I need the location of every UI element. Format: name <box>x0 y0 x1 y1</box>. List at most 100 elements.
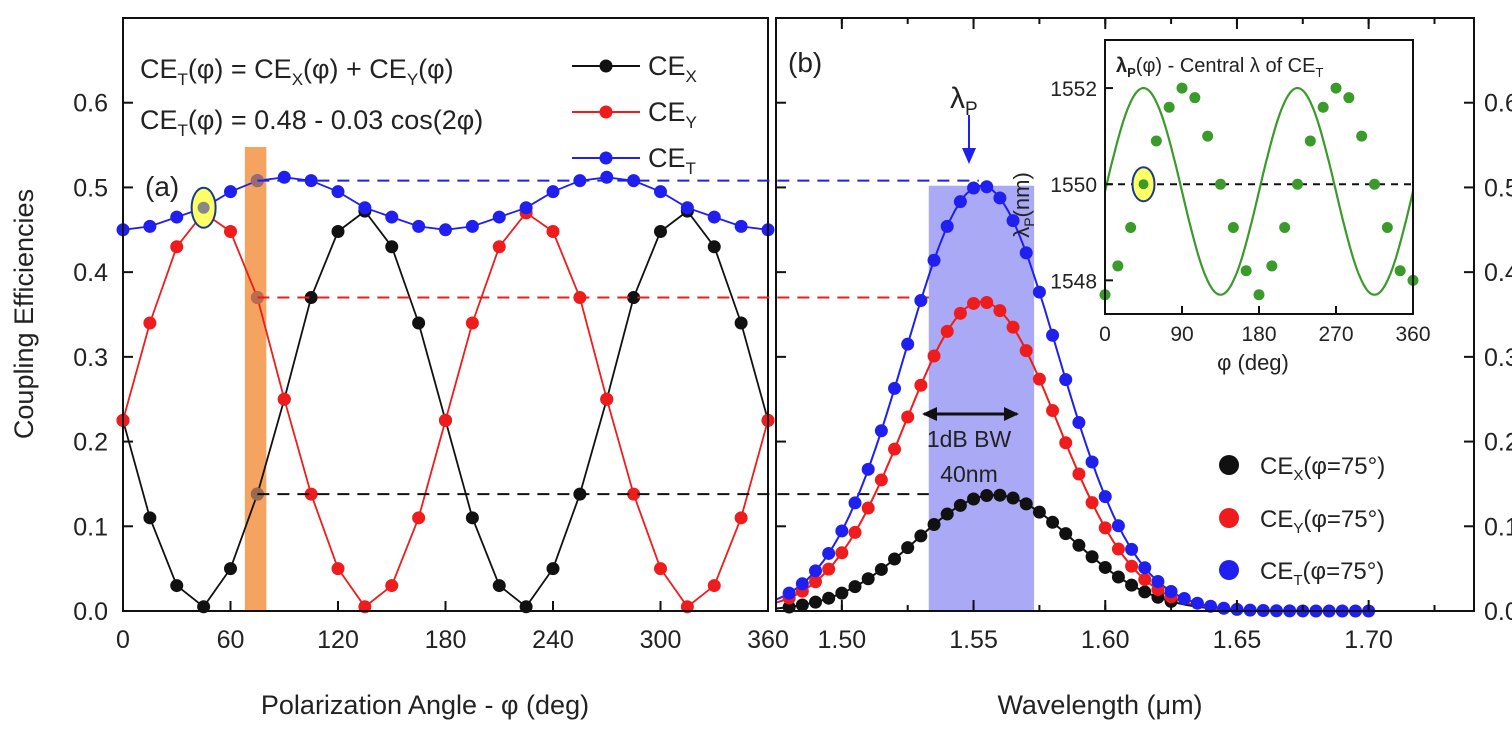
point-ce-x <box>734 316 748 330</box>
point-ce-y <box>304 487 318 501</box>
inset-point <box>1266 260 1278 272</box>
point-b-blue <box>1019 246 1033 260</box>
point-ce-x <box>465 511 479 525</box>
point-ce-y <box>143 316 157 330</box>
inset-point <box>1381 221 1393 233</box>
point-b-black <box>1125 578 1139 592</box>
point-b-black <box>953 498 967 512</box>
point-b-black <box>1032 505 1046 519</box>
point-b-black <box>822 591 836 605</box>
a-xtick-label: 300 <box>640 626 682 654</box>
point-b-black <box>1098 560 1112 574</box>
point-ce-x <box>412 316 426 330</box>
point-ce-t <box>707 210 721 224</box>
point-b-black <box>967 492 981 506</box>
legend-label-cet: CET <box>648 143 696 178</box>
inset-point <box>1330 82 1342 94</box>
a-ytick-label: 0.1 <box>73 513 108 541</box>
point-ce-t <box>654 185 667 199</box>
panel-b: 1.50 1.55 1.60 1.65 1.70 0.0 0.1 0.2 0.3 0.4 0.5 0.… <box>775 17 1512 720</box>
point-b-blue <box>953 195 967 209</box>
point-ce-y <box>654 562 667 576</box>
inset-ytick-label: 1552 <box>1050 78 1097 101</box>
point-ce-y <box>546 224 560 238</box>
equation-fit: CET(φ) = 0.48 - 0.03 cos(2φ) <box>140 105 483 140</box>
peak-annotation: λP <box>950 82 978 164</box>
point-b-blue <box>1177 591 1191 605</box>
point-b-black <box>795 598 809 612</box>
point-ce-t <box>224 185 237 199</box>
point-b-red <box>1059 436 1073 450</box>
point-b-black <box>861 572 875 586</box>
point-ce-t <box>358 201 372 215</box>
legend-marker-cex <box>599 59 613 73</box>
point-ce-x <box>304 291 318 305</box>
inset-point <box>1189 92 1201 104</box>
point-b-blue <box>980 180 994 194</box>
guide-lines <box>257 179 995 496</box>
point-ce-t <box>680 201 694 215</box>
a-xtick-label: 240 <box>532 626 574 654</box>
point-ce-y <box>465 316 479 330</box>
point-b-blue <box>1111 519 1125 533</box>
point-ce-y <box>412 511 426 525</box>
point-b-blue <box>835 524 849 538</box>
inset-point <box>1394 265 1406 277</box>
panel-a-label: (a) <box>145 171 179 202</box>
point-ce-y <box>600 392 614 406</box>
point-ce-t <box>277 170 291 184</box>
point-b-red <box>1006 320 1020 334</box>
inset-point <box>1317 101 1329 113</box>
legend-marker-b-cex <box>1219 455 1239 475</box>
panel-b-legend: CEX(φ=75°) CEY(φ=75°) CET(φ=75°) <box>1219 453 1385 589</box>
point-ce-y <box>224 224 237 238</box>
point-ce-y <box>331 562 345 576</box>
point-ce-x <box>143 511 157 525</box>
point-ce-y <box>707 579 721 593</box>
point-b-black <box>888 552 902 566</box>
point-ce-t <box>627 174 641 188</box>
point-ce-y <box>627 487 641 501</box>
point-b-red <box>888 442 902 456</box>
inset-xtick-label: 90 <box>1170 323 1193 346</box>
point-b-black <box>1019 497 1033 511</box>
point-b-blue <box>1151 575 1165 589</box>
panel-a-marks <box>116 170 775 614</box>
inset-point <box>1343 92 1355 104</box>
inset-point <box>1176 82 1188 94</box>
point-b-blue <box>901 337 915 351</box>
panel-b-label: (b) <box>788 47 822 78</box>
point-ce-x <box>627 291 641 305</box>
point-b-blue <box>914 293 928 307</box>
point-ce-x <box>492 579 506 593</box>
panel-b-xlabel: Wavelength (μm) <box>997 690 1202 720</box>
point-b-blue <box>1125 542 1139 556</box>
a-ytick-label: 0.0 <box>73 598 108 626</box>
point-ce-y <box>439 413 452 427</box>
point-b-blue <box>1217 601 1231 615</box>
peak-arrow-head <box>962 148 976 164</box>
bandwidth-layer <box>928 185 1035 611</box>
point-b-blue <box>1164 584 1178 598</box>
point-ce-t <box>439 223 452 237</box>
point-b-blue <box>1059 373 1073 387</box>
point-ce-x <box>654 224 667 238</box>
point-ce-t <box>170 210 184 224</box>
legend-label-b-cex: CEX(φ=75°) <box>1260 453 1385 484</box>
point-b-blue <box>782 586 796 600</box>
a-ytick-label: 0.2 <box>73 429 108 457</box>
point-b-black <box>1046 515 1060 529</box>
point-ce-x <box>385 240 399 254</box>
inset-point <box>1304 135 1316 147</box>
point-b-red <box>901 410 915 424</box>
point-b-black <box>914 529 928 543</box>
highlight-band <box>244 147 267 611</box>
peak-label: λP <box>950 82 978 120</box>
panel-b-marks <box>775 180 1472 618</box>
point-b-black <box>1138 585 1152 599</box>
point-b-blue <box>993 191 1007 205</box>
a-ytick-label: 0.6 <box>73 90 108 118</box>
point-b-blue <box>822 546 836 560</box>
inset-ytick-label: 1548 <box>1050 270 1097 293</box>
legend-marker-b-cey <box>1219 508 1239 528</box>
